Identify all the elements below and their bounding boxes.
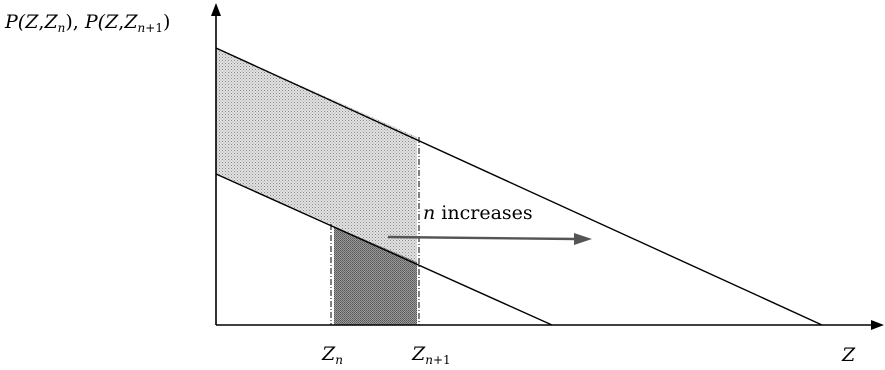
zn-label: Zn — [321, 343, 343, 367]
y-axis-arrowhead — [211, 3, 221, 16]
n-increases-label: n increases — [423, 202, 533, 224]
lower-price-line — [215, 173, 553, 326]
zn1-label: Zn+1 — [411, 343, 451, 367]
x-axis-label: Z — [841, 344, 856, 366]
x-axis-arrowhead — [871, 320, 884, 330]
dark-shaded-region — [334, 226, 417, 325]
shift-arrow — [387, 235, 577, 241]
shift-arrowhead — [574, 233, 592, 245]
upper-price-line — [215, 47, 823, 326]
light-shaded-region — [216, 48, 417, 262]
y-axis-label: P(Z,Zn), P(Z,Zn+1) — [4, 11, 170, 35]
